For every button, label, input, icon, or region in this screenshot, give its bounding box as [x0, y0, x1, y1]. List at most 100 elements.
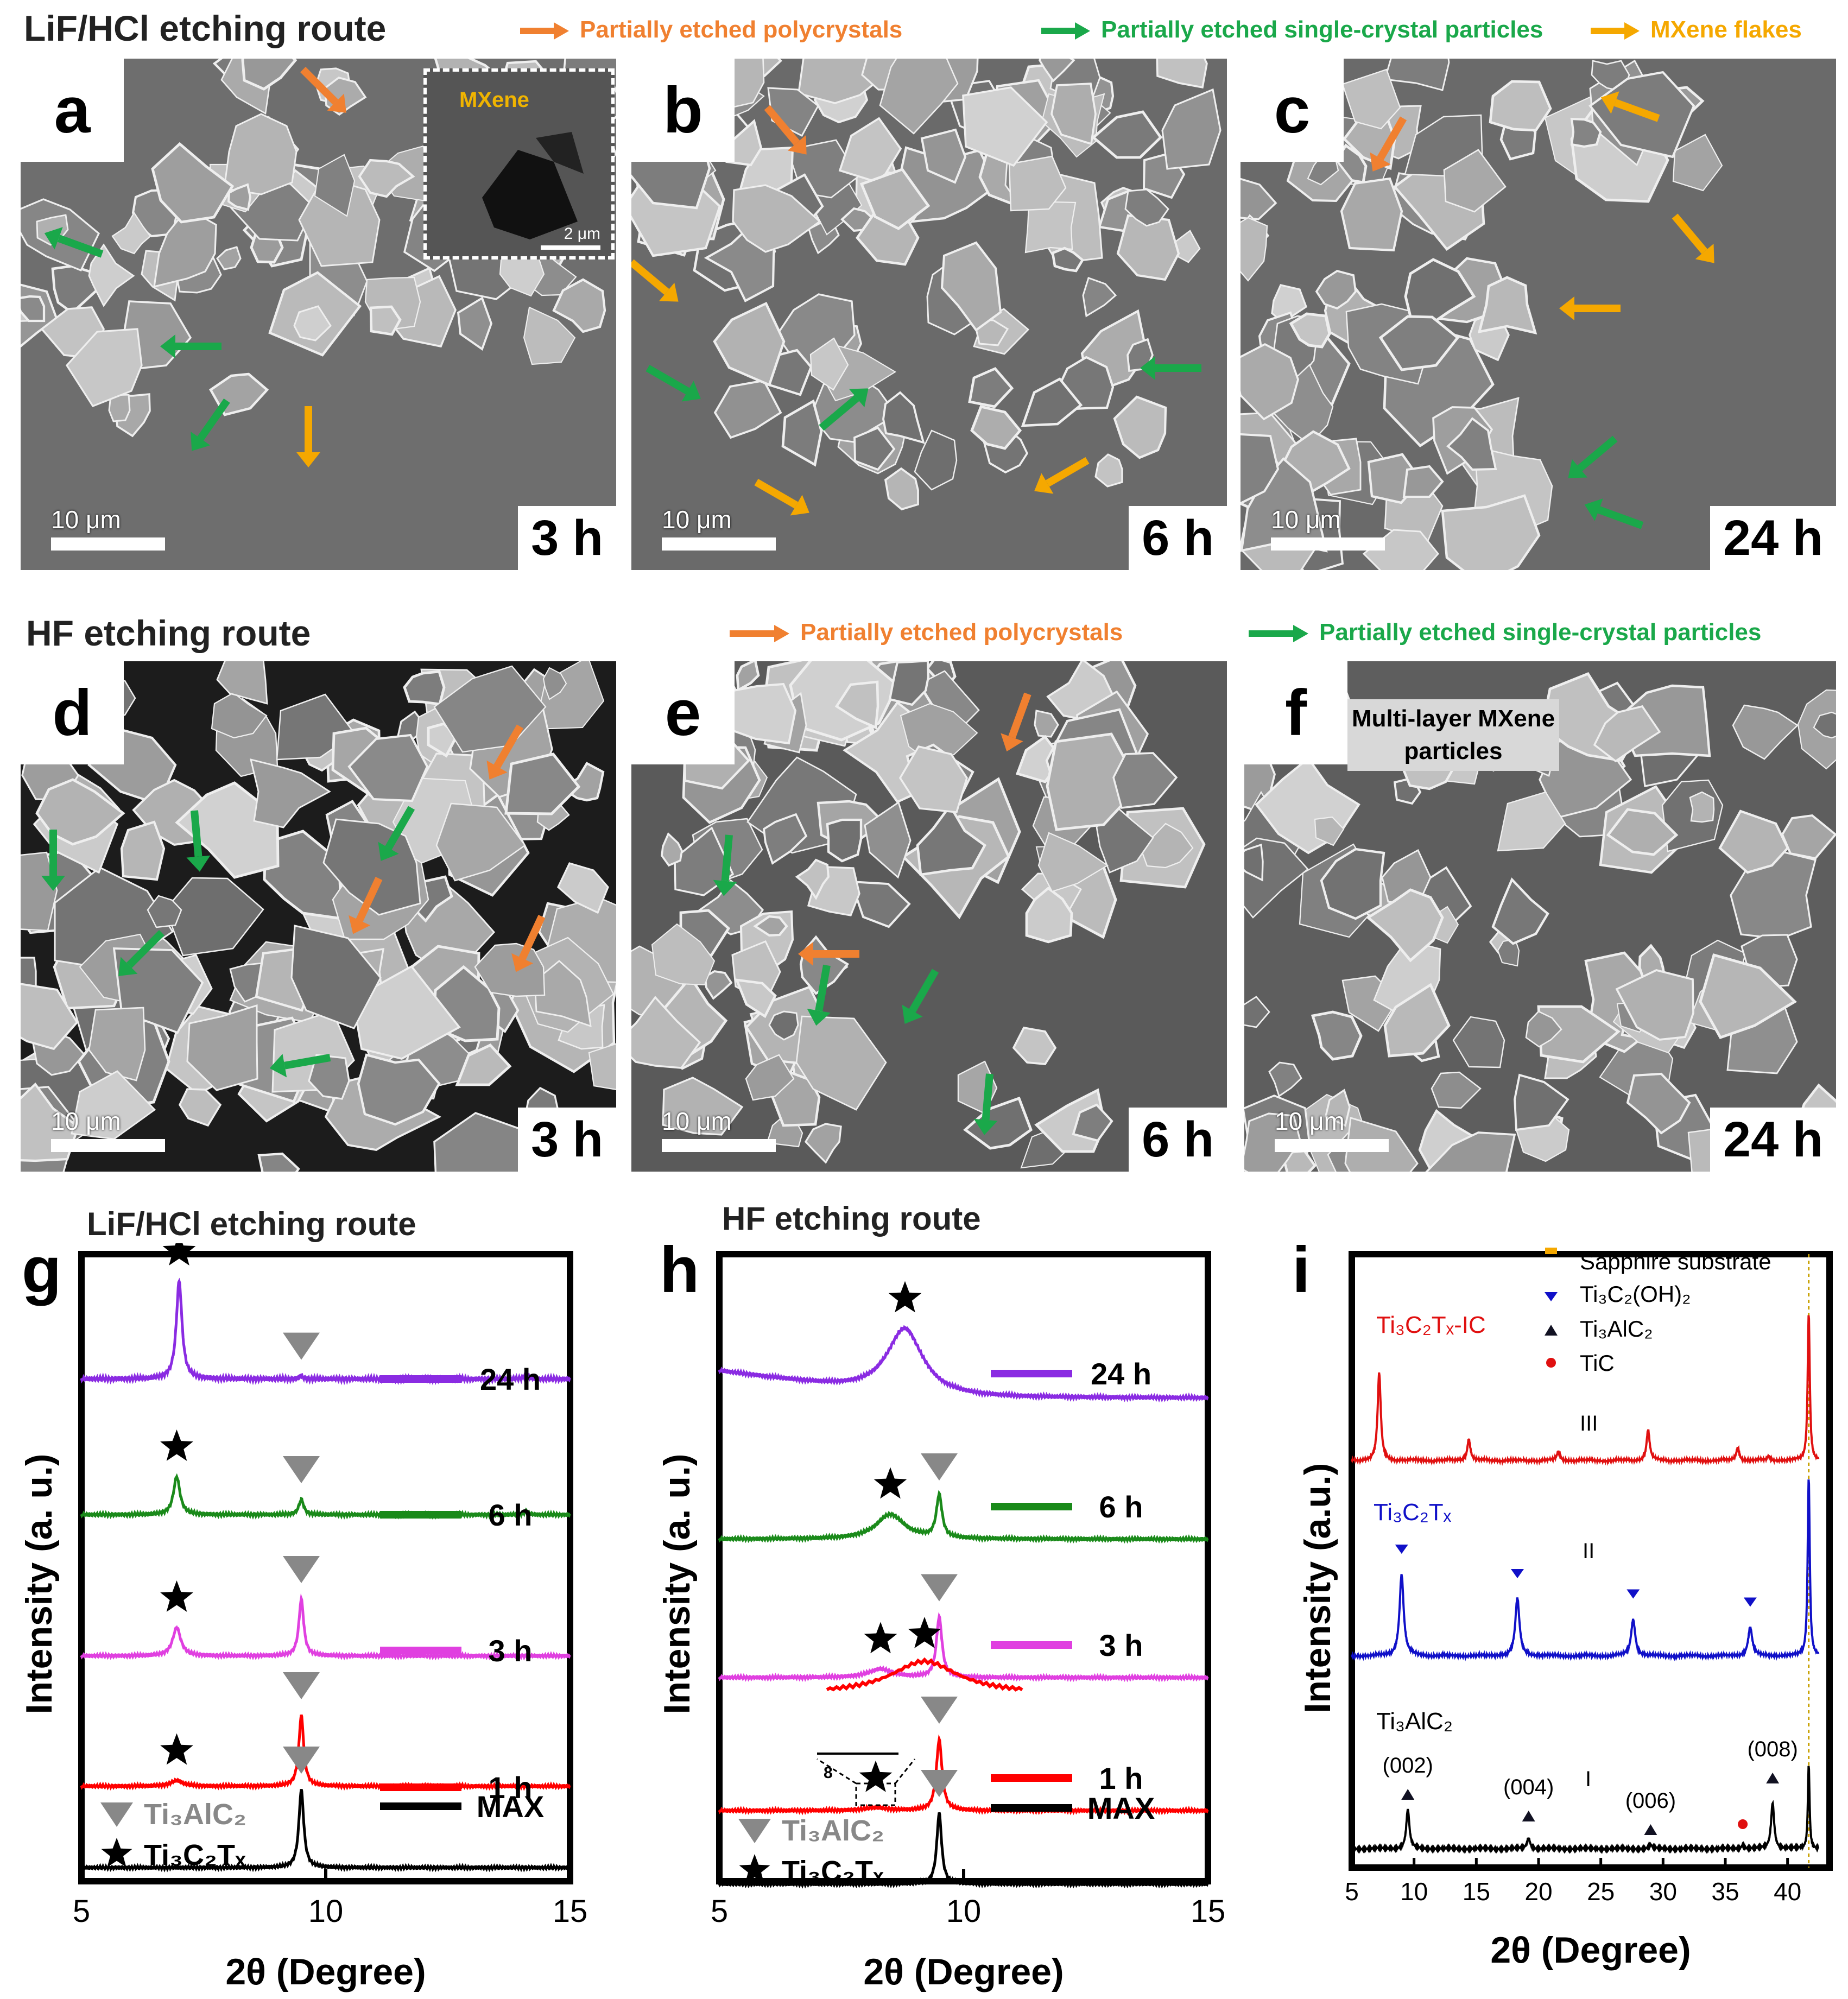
triangle-marker — [283, 1556, 320, 1583]
legend-polycrystals-text: Partially etched polycrystals — [580, 16, 903, 43]
arrow-shaft — [1672, 213, 1707, 254]
particle — [970, 405, 1022, 450]
particle — [88, 243, 135, 307]
series-label-ic: Ti₃C₂Tₓ-IC — [1376, 1312, 1486, 1338]
green-arrow-icon — [1249, 625, 1308, 643]
ti3alc2-marker — [1766, 1773, 1780, 1783]
arrow-shaft — [57, 235, 104, 258]
ti3c2oh2-marker — [1511, 1569, 1524, 1578]
legend-label: MAX — [477, 1789, 544, 1824]
particle — [250, 758, 331, 828]
series-line — [80, 1593, 571, 1661]
time-label: 3 h — [518, 1108, 616, 1172]
particle — [1593, 705, 1661, 763]
orange-arrow — [1370, 116, 1407, 172]
legend-label: 3 h — [1099, 1628, 1143, 1662]
zoom-inset: 8 — [817, 1617, 1023, 1806]
particle — [745, 1054, 795, 1101]
hkl-label: (002) — [1383, 1754, 1433, 1777]
star-marker — [859, 1760, 893, 1792]
particle — [1378, 315, 1460, 371]
series-label-ti3c2tx: Ti₃C₂Tₓ — [1374, 1499, 1452, 1526]
hkl-label: (008) — [1747, 1737, 1798, 1761]
arrow-shaft — [982, 1073, 993, 1121]
hkl-label: (004) — [1503, 1775, 1554, 1799]
scale-text: 10 μm — [1275, 1107, 1345, 1135]
particle — [147, 895, 182, 928]
particle — [1404, 258, 1476, 324]
series-line — [80, 1277, 571, 1386]
particle — [1341, 68, 1401, 130]
series-3h: 3 h — [80, 1556, 571, 1668]
particle — [1241, 217, 1268, 282]
yellow-arrow — [1559, 296, 1621, 320]
star-legend-marker — [739, 1854, 770, 1884]
green-arrow — [186, 810, 211, 872]
arrow-head — [1584, 498, 1603, 521]
particle — [1161, 88, 1222, 170]
particle — [661, 832, 683, 867]
particle — [920, 128, 967, 184]
particle — [216, 661, 268, 705]
panel-label: c — [1241, 59, 1344, 162]
star-marker — [160, 1580, 193, 1612]
particle — [879, 59, 959, 135]
triangle-marker — [921, 1770, 958, 1797]
particle — [1732, 704, 1799, 760]
legend-label: 1 h — [489, 1770, 533, 1805]
ti3alc2-marker — [1522, 1811, 1535, 1821]
particle — [1325, 1089, 1351, 1127]
particle — [457, 296, 493, 351]
particle — [795, 1015, 887, 1111]
particle — [1112, 752, 1178, 809]
particle — [1446, 417, 1497, 471]
particle — [735, 978, 777, 1019]
particle — [859, 168, 931, 230]
particle — [175, 781, 280, 879]
scale-text: 10 μm — [51, 505, 121, 534]
particle — [1311, 1010, 1363, 1061]
orange-arrow — [1001, 692, 1031, 752]
arrow-shaft — [645, 364, 690, 395]
arrow-head — [713, 880, 737, 896]
arrow-shaft — [909, 969, 939, 1013]
series-1h: 1 h — [80, 1672, 571, 1805]
particle — [1094, 453, 1123, 488]
orange-arrow — [798, 942, 859, 966]
ti3alc2-marker — [1401, 1789, 1415, 1800]
yellow-arrow — [1034, 457, 1090, 494]
particle — [1050, 83, 1097, 146]
ti3c2tx-legend-label: Ti₃C₂Tₓ — [144, 1839, 246, 1871]
green-arrow-icon — [1041, 22, 1090, 40]
arrow-head — [486, 760, 508, 780]
x-tick-label: 20 — [1524, 1877, 1552, 1906]
particle — [1082, 277, 1117, 318]
particle — [864, 801, 912, 879]
mxene-inset: MXene 2 μm — [423, 68, 615, 260]
x-tick-label: 15 — [553, 1894, 588, 1929]
y-axis-label: Intensity (a. u.) — [656, 1454, 698, 1715]
star-marker — [864, 1622, 897, 1654]
x-axis-label: 2θ (Degree) — [1490, 1930, 1691, 1971]
arrow-head — [807, 1008, 831, 1026]
zoom-curve — [826, 1657, 1023, 1692]
legend-mxene-flakes: MXene flakes — [1591, 16, 1802, 43]
particle — [1491, 877, 1549, 945]
particle — [781, 399, 823, 467]
green-arrow — [1584, 498, 1644, 529]
triangle-marker — [921, 1453, 958, 1481]
panel-label: f — [1244, 661, 1347, 764]
particle — [1431, 1071, 1482, 1109]
x-tick-label: 40 — [1774, 1877, 1801, 1906]
particle — [1008, 155, 1067, 212]
particle — [1365, 888, 1444, 963]
particle — [1051, 246, 1085, 273]
arrow-shaft — [518, 915, 546, 960]
arrow-shaft — [126, 930, 164, 969]
chart-g: g 5 10 15 2θ (Degree) Intensity (a. u.) 24 h 6 … — [0, 1243, 597, 1999]
scale-bar: 10 μm — [51, 505, 165, 551]
green-arrow — [973, 1073, 998, 1135]
particle — [1615, 969, 1694, 1041]
x-tick-label: 10 — [1400, 1877, 1428, 1906]
